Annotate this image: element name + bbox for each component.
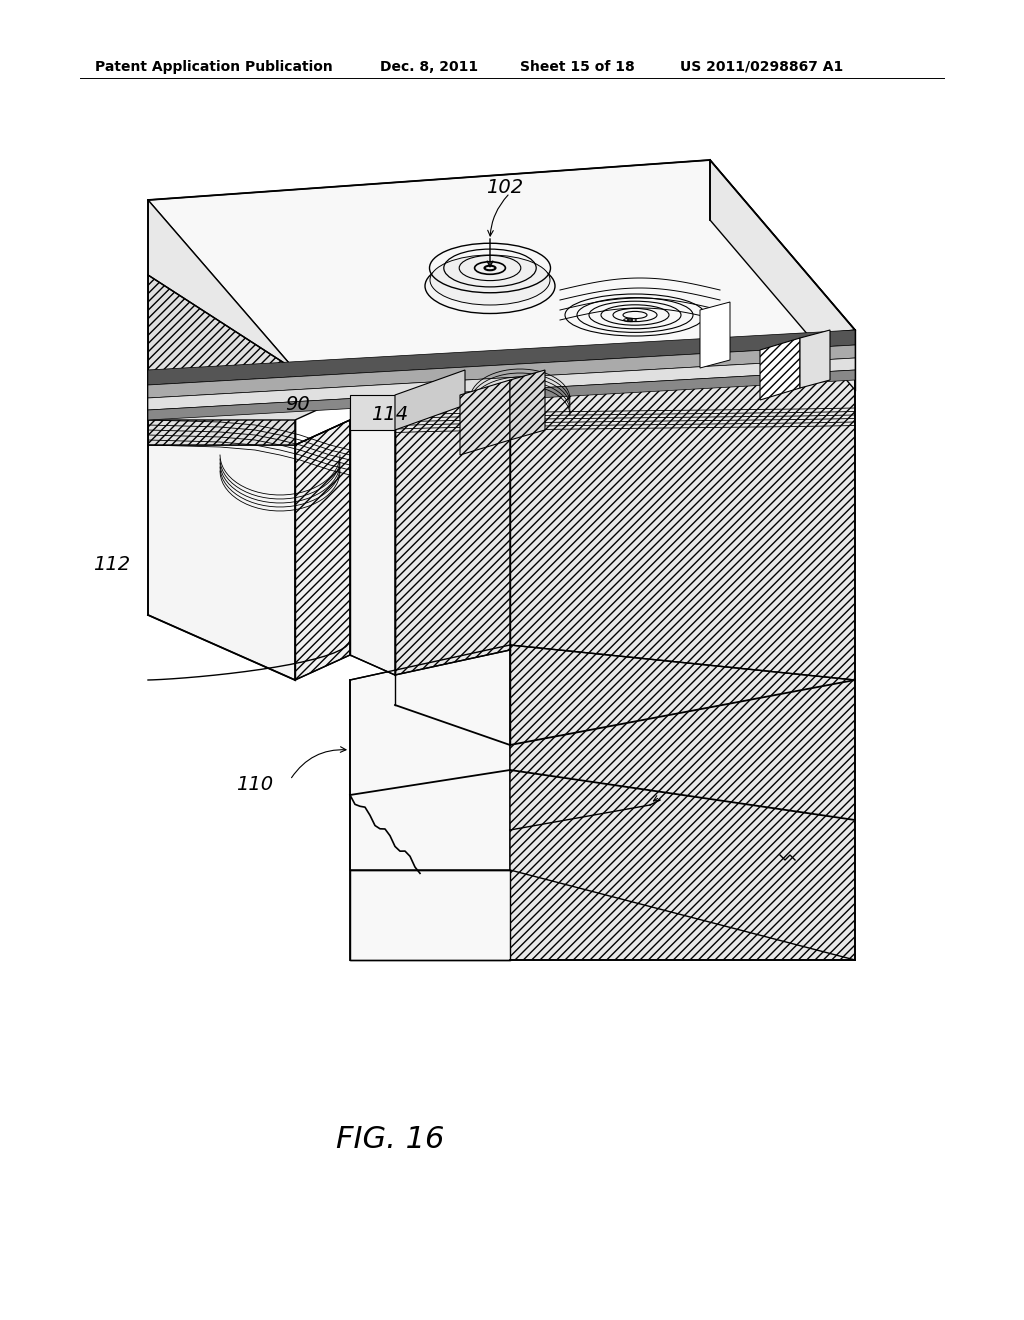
- Text: 90: 90: [286, 395, 310, 414]
- Polygon shape: [350, 870, 510, 960]
- Polygon shape: [510, 370, 545, 440]
- Polygon shape: [148, 275, 295, 445]
- Text: Patent Application Publication: Patent Application Publication: [95, 59, 333, 74]
- Polygon shape: [395, 370, 465, 430]
- Polygon shape: [460, 380, 510, 455]
- Polygon shape: [700, 302, 730, 368]
- Polygon shape: [510, 645, 855, 960]
- Polygon shape: [350, 395, 395, 430]
- Text: 110: 110: [237, 775, 273, 795]
- Text: FIG. 16: FIG. 16: [336, 1126, 444, 1155]
- Polygon shape: [148, 370, 855, 420]
- Text: Dec. 8, 2011: Dec. 8, 2011: [380, 59, 478, 74]
- Polygon shape: [148, 160, 855, 370]
- Polygon shape: [148, 445, 295, 680]
- Polygon shape: [350, 370, 510, 395]
- Polygon shape: [710, 160, 855, 389]
- Text: US 2011/0298867 A1: US 2011/0298867 A1: [680, 59, 843, 74]
- Polygon shape: [148, 345, 855, 399]
- Polygon shape: [350, 420, 395, 675]
- Polygon shape: [148, 358, 855, 411]
- Text: Sheet 15 of 18: Sheet 15 of 18: [520, 59, 635, 74]
- Polygon shape: [760, 338, 800, 400]
- Text: 102: 102: [486, 178, 523, 197]
- Polygon shape: [148, 330, 855, 385]
- Polygon shape: [295, 420, 350, 680]
- Polygon shape: [395, 395, 510, 705]
- Text: 112: 112: [93, 554, 130, 574]
- Polygon shape: [800, 330, 830, 388]
- Polygon shape: [148, 201, 295, 445]
- Polygon shape: [350, 645, 510, 870]
- Ellipse shape: [430, 255, 550, 305]
- Polygon shape: [148, 395, 350, 420]
- Polygon shape: [510, 330, 855, 744]
- Polygon shape: [395, 395, 510, 675]
- Ellipse shape: [425, 259, 555, 314]
- Text: 114: 114: [372, 405, 409, 424]
